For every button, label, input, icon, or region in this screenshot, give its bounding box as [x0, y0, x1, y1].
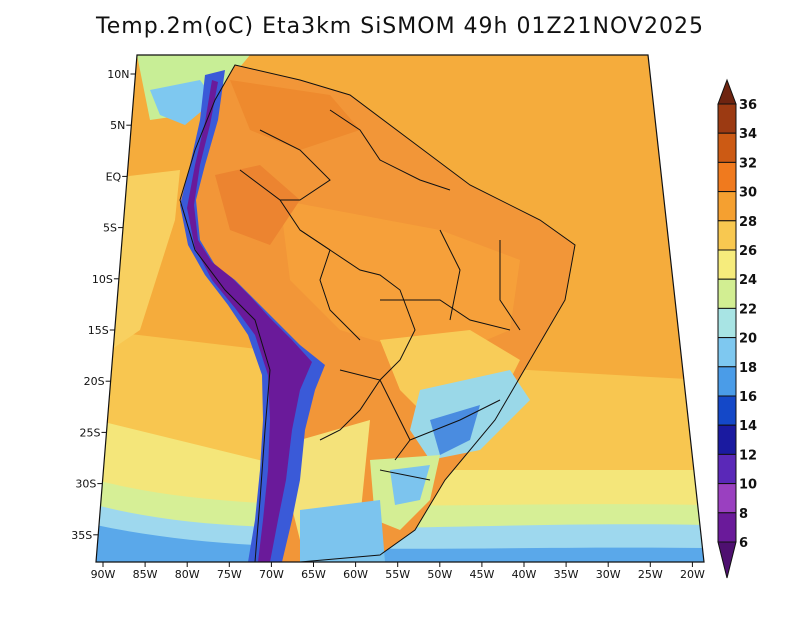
- lon-tick-label: 25W: [638, 568, 663, 581]
- colorbar-top-arrow: [717, 78, 737, 105]
- ocean-southern-cold: [96, 525, 704, 562]
- lon-tick-label: 60W: [343, 568, 368, 581]
- lat-tick-label: 35S: [71, 529, 92, 542]
- lat-tick-label: 30S: [75, 478, 96, 491]
- lon-tick-label: 55W: [385, 568, 410, 581]
- colorbar-block: [717, 103, 737, 134]
- colorbar-block: [717, 220, 737, 251]
- colorbar-block: [717, 483, 737, 514]
- serra-gaucha-cold: [390, 465, 430, 505]
- colorbar-label: 22: [739, 302, 757, 317]
- state-border-3: [499, 240, 521, 331]
- lon-tick-label: 40W: [512, 568, 537, 581]
- guianas-border: [329, 109, 451, 191]
- colorbar-block: [717, 366, 737, 397]
- colorbar-block: [717, 132, 737, 163]
- state-border-2: [439, 229, 461, 321]
- colorbar-label: 36: [739, 98, 757, 113]
- lon-tick-label: 90W: [91, 568, 116, 581]
- longitude-axis: 90W 85W 80W 75W 70W 65W 60W 55W 50W 45W 40W 35W 30W 2…: [91, 562, 705, 581]
- colorbar-block: [717, 249, 737, 280]
- map-frame: [95, 54, 705, 563]
- colorbar-label: 14: [739, 419, 757, 434]
- lon-tick-label: 20W: [680, 568, 705, 581]
- colorbar-block: [717, 278, 737, 309]
- temperature-field: [96, 55, 704, 562]
- state-border-5: [379, 469, 431, 481]
- colorbar-label: 12: [739, 448, 757, 463]
- colorbar-label: 6: [739, 536, 748, 551]
- lat-tick-label: 25S: [79, 426, 100, 439]
- colombia-border: [259, 129, 331, 201]
- colorbar-block: [717, 161, 737, 193]
- colorbar-block: [717, 191, 737, 222]
- colorbar-label: 20: [739, 332, 757, 347]
- lon-tick-label: 30W: [596, 568, 621, 581]
- colorbar-label: 28: [739, 215, 757, 230]
- colorbar-blocks: [717, 78, 737, 579]
- bolivia-border: [299, 229, 361, 341]
- lat-tick-label: 5N: [110, 119, 125, 132]
- paraguay-border: [339, 369, 411, 461]
- colorbar-label: 8: [739, 507, 748, 522]
- colorbar-block: [717, 337, 737, 368]
- colorbar-bottom-arrow: [717, 541, 737, 579]
- colorbar-labels: 36 34 32 30 28 26 24 22 20 18 16 14 12 10 8 6: [739, 98, 757, 551]
- colorbar-label: 34: [739, 127, 757, 142]
- colorbar-label: 32: [739, 156, 757, 171]
- lon-tick-label: 50W: [427, 568, 452, 581]
- latitude-axis: 10N 5N EQ 5S 10S 15S 20S 25S 30S 35S: [71, 68, 136, 542]
- country-borders: [179, 64, 576, 563]
- colorbar-block: [717, 395, 737, 426]
- patagonia-cool: [300, 500, 385, 562]
- lon-tick-label: 70W: [259, 568, 284, 581]
- colorbar-block: [717, 307, 737, 339]
- colorbar-label: 16: [739, 390, 757, 405]
- andes-very-cold: [187, 80, 312, 562]
- lat-tick-label: 15S: [88, 324, 109, 337]
- colorbar-block: [717, 512, 737, 543]
- venezuela-hot: [230, 80, 360, 150]
- lat-tick-label: EQ: [106, 170, 122, 183]
- colorbar-label: 10: [739, 478, 757, 493]
- colorbar: 36 34 32 30 28 26 24 22 20 18 16 14 12 10 8 6: [717, 78, 757, 579]
- lat-tick-label: 20S: [84, 375, 105, 388]
- pacific-north-cold: [150, 80, 215, 125]
- lon-tick-label: 85W: [133, 568, 158, 581]
- state-border-1: [380, 299, 511, 331]
- lon-tick-label: 35W: [554, 568, 579, 581]
- lat-tick-label: 10S: [92, 273, 113, 286]
- colorbar-label: 18: [739, 361, 757, 376]
- lat-tick-label: 10N: [107, 68, 129, 81]
- colorbar-label: 26: [739, 244, 757, 259]
- lon-tick-label: 45W: [469, 568, 494, 581]
- lon-tick-label: 75W: [217, 568, 242, 581]
- colorbar-block: [717, 424, 737, 455]
- western-amazon-hot: [215, 165, 300, 245]
- colorbar-label: 24: [739, 273, 757, 288]
- state-border-4: [409, 399, 501, 441]
- serra-mantiqueira-cold: [430, 405, 480, 455]
- chart-title: Temp.2m(oC) Eta3km SiSMOM 49h 01Z21NOV20…: [96, 14, 704, 39]
- lat-tick-label: 5S: [103, 222, 117, 235]
- lon-tick-label: 65W: [301, 568, 326, 581]
- lon-tick-label: 80W: [175, 568, 200, 581]
- colorbar-block: [717, 453, 737, 485]
- colorbar-label: 30: [739, 186, 757, 201]
- coastline: [179, 64, 576, 563]
